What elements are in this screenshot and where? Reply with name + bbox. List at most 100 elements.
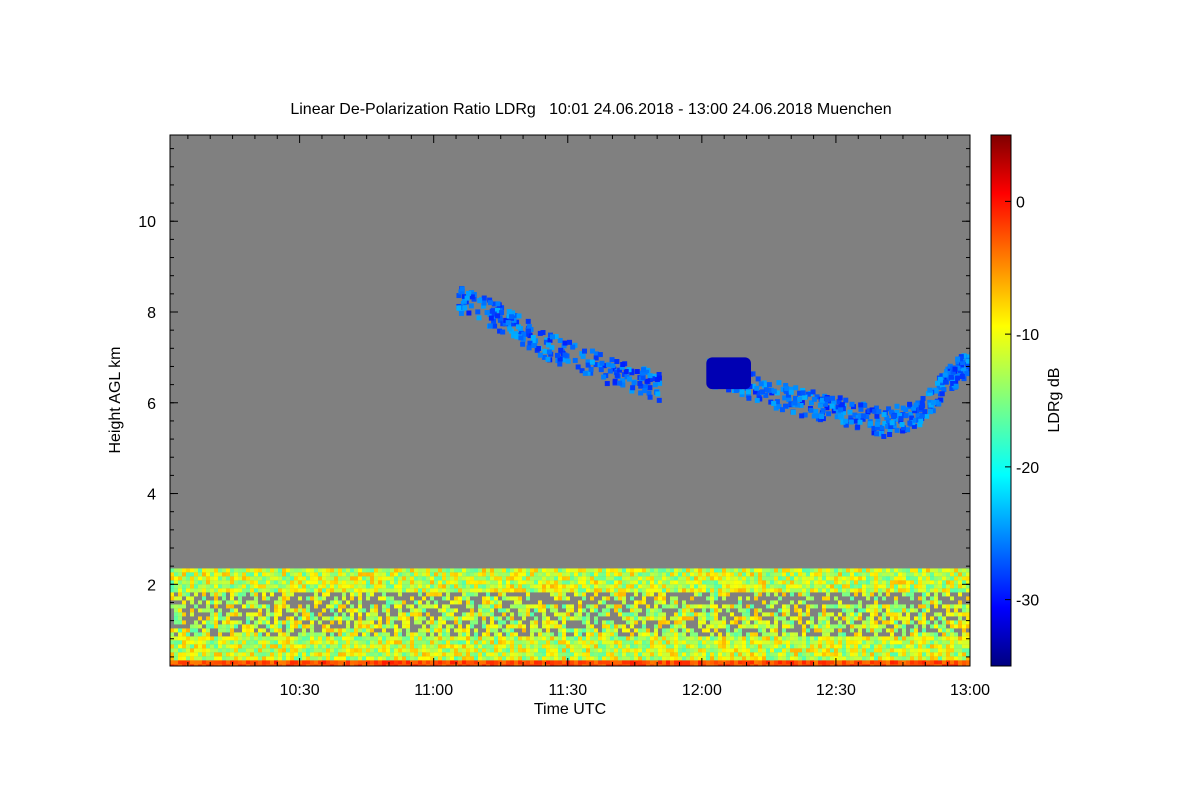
heatmap-cell: [610, 363, 616, 369]
heatmap-cell: [762, 664, 766, 666]
heatmap-cell: [222, 656, 226, 661]
heatmap-cell: [378, 584, 382, 589]
heatmap-cell: [762, 636, 766, 641]
heatmap-cell: [782, 588, 786, 593]
heatmap-cell: [854, 640, 858, 645]
heatmap-cell: [402, 600, 406, 605]
heatmap-cell: [414, 632, 418, 637]
heatmap-cell: [638, 383, 644, 389]
heatmap-cell: [766, 644, 770, 649]
heatmap-cell: [887, 432, 893, 438]
heatmap-cell: [310, 628, 314, 633]
heatmap-cell: [514, 588, 518, 593]
heatmap-cell: [884, 415, 890, 421]
heatmap-cell: [270, 612, 274, 617]
heatmap-cell: [906, 612, 910, 617]
heatmap-cell: [498, 604, 502, 609]
x-axis-label: Time UTC: [534, 701, 606, 718]
heatmap-cell: [294, 580, 298, 585]
heatmap-cell: [854, 584, 858, 589]
heatmap-cell: [350, 648, 354, 653]
heatmap-cell: [898, 648, 902, 653]
heatmap-cell: [546, 632, 550, 637]
heatmap-cell: [226, 616, 230, 621]
heatmap-cell: [274, 620, 278, 625]
heatmap-cell: [454, 588, 458, 593]
heatmap-cell: [798, 576, 802, 581]
heatmap-cell: [542, 636, 546, 641]
heatmap-cell: [378, 644, 382, 649]
heatmap-cell: [742, 644, 746, 649]
heatmap-cell: [322, 656, 326, 661]
heatmap-cell: [466, 588, 470, 593]
heatmap-cell: [290, 648, 294, 653]
heatmap-cell: [746, 568, 750, 573]
heatmap-cell: [902, 572, 906, 577]
heatmap-cell: [810, 624, 814, 629]
heatmap-cell: [702, 652, 706, 657]
heatmap-cell: [838, 644, 842, 649]
heatmap-cell: [499, 310, 505, 316]
heatmap-cell: [642, 588, 646, 593]
heatmap-cell: [446, 604, 450, 609]
heatmap-cell: [862, 592, 866, 597]
heatmap-cell: [626, 656, 630, 661]
heatmap-cell: [642, 660, 646, 665]
heatmap-cell: [326, 580, 330, 585]
heatmap-cell: [793, 395, 799, 401]
heatmap-cell: [631, 380, 637, 386]
heatmap-cell: [398, 600, 402, 605]
heatmap-cell: [606, 628, 610, 633]
heatmap-cell: [258, 612, 262, 617]
heatmap-cell: [822, 584, 826, 589]
heatmap-cell: [690, 608, 694, 613]
heatmap-cell: [262, 616, 266, 621]
heatmap-cell: [770, 568, 774, 573]
heatmap-cell: [550, 604, 554, 609]
heatmap-cell: [402, 664, 406, 666]
heatmap-cell: [566, 652, 570, 657]
heatmap-cell: [354, 620, 358, 625]
heatmap-cell: [446, 648, 450, 653]
heatmap-cell: [942, 584, 946, 589]
heatmap-cell: [766, 656, 770, 661]
heatmap-cell: [690, 660, 694, 665]
heatmap-cell: [206, 648, 210, 653]
heatmap-cell: [686, 644, 690, 649]
heatmap-cell: [942, 628, 946, 633]
heatmap-cell: [950, 624, 954, 629]
heatmap-cell: [310, 656, 314, 661]
heatmap-cell: [918, 568, 922, 573]
heatmap-cell: [598, 568, 602, 573]
heatmap-cell: [618, 640, 622, 645]
heatmap-cell: [710, 576, 714, 581]
heatmap-cell: [538, 652, 542, 657]
heatmap-cell: [878, 580, 882, 585]
heatmap-cell: [790, 600, 794, 605]
heatmap-cell: [466, 612, 470, 617]
heatmap-cell: [634, 588, 638, 593]
heatmap-cell: [334, 660, 338, 665]
heatmap-cell: [634, 580, 638, 585]
heatmap-cell: [494, 580, 498, 585]
heatmap-cell: [382, 652, 386, 657]
heatmap-cell: [406, 568, 410, 573]
heatmap-cell: [250, 632, 254, 637]
heatmap-cell: [794, 640, 798, 645]
heatmap-cell: [734, 616, 738, 621]
heatmap-cell: [918, 604, 922, 609]
heatmap-cell: [761, 380, 767, 386]
heatmap-cell: [892, 416, 898, 422]
heatmap-cell: [610, 644, 614, 649]
heatmap-cell: [578, 592, 582, 597]
heatmap-cell: [734, 640, 738, 645]
heatmap-cell: [362, 652, 366, 657]
heatmap-cell: [866, 608, 870, 613]
heatmap-cell: [442, 636, 446, 641]
heatmap-cell: [530, 644, 534, 649]
heatmap-cell: [386, 612, 390, 617]
heatmap-cell: [510, 640, 514, 645]
heatmap-cell: [290, 660, 294, 665]
heatmap-cell: [622, 660, 626, 665]
heatmap-cell: [930, 624, 934, 629]
